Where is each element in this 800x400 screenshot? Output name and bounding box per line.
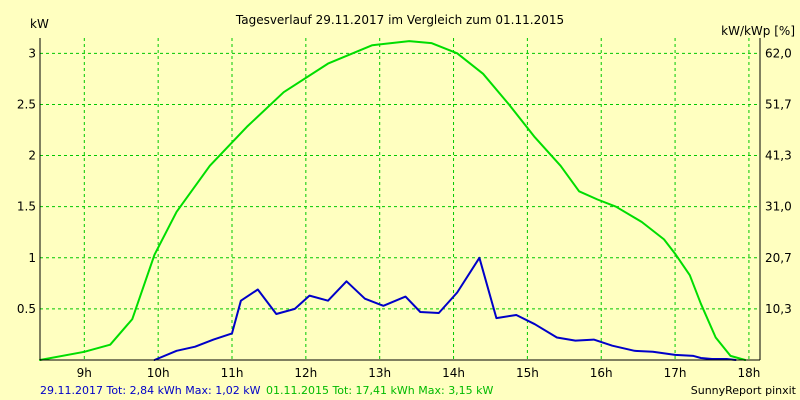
chart-title: Tagesverlauf 29.11.2017 im Vergleich zum… xyxy=(235,13,564,27)
y-tick-label-left: 1 xyxy=(28,251,36,265)
x-tick-label: 18h xyxy=(737,366,760,380)
y-tick-label-right: 10,3 xyxy=(765,302,792,316)
y-tick-label-right: 51,7 xyxy=(765,97,792,111)
y-tick-label-left: 1.5 xyxy=(17,200,36,214)
x-tick-label: 17h xyxy=(664,366,687,380)
y-tick-label-right: 31,0 xyxy=(765,200,792,214)
y-axis-left-label: kW xyxy=(30,17,49,31)
series-line-2015 xyxy=(39,40,747,361)
x-tick-label: 16h xyxy=(590,366,613,380)
plot-area xyxy=(40,38,760,360)
x-tick-label: 9h xyxy=(77,366,92,380)
legend: 29.11.2017 Tot: 2,84 kWh Max: 1,02 kW 01… xyxy=(40,384,494,397)
credit-label: SunnyReport pinxit xyxy=(691,384,797,397)
x-tick-label: 12h xyxy=(294,366,317,380)
x-tick-label: 10h xyxy=(147,366,170,380)
series-layer xyxy=(39,40,747,361)
y-tick-label-right: 62,0 xyxy=(765,46,792,60)
y-axis-right-label: kW/kWp [%] xyxy=(721,24,795,38)
x-tick-label: 13h xyxy=(368,366,391,380)
series-line-2017 xyxy=(153,256,737,361)
x-tick-label: 15h xyxy=(516,366,539,380)
x-tick-label: 14h xyxy=(442,366,465,380)
y-tick-label-left: 3 xyxy=(28,46,36,60)
legend-series-2015: 01.11.2015 Tot: 17,41 kWh Max: 3,15 kW xyxy=(266,384,494,397)
legend-series-2017: 29.11.2017 Tot: 2,84 kWh Max: 1,02 kW xyxy=(40,384,261,397)
grid xyxy=(40,38,760,360)
y-tick-label-left: 0.5 xyxy=(17,302,36,316)
y-tick-label-right: 20,7 xyxy=(765,251,792,265)
y-tick-label-right: 41,3 xyxy=(765,149,792,163)
y-tick-label-left: 2.5 xyxy=(17,97,36,111)
y-tick-label-left: 2 xyxy=(28,149,36,163)
axes: 9h 10h 11h 12h 13h 14h 15h 16h 17h 18h 0.5 1 1.5 2 2.5… xyxy=(17,38,792,380)
x-tick-label: 11h xyxy=(221,366,244,380)
